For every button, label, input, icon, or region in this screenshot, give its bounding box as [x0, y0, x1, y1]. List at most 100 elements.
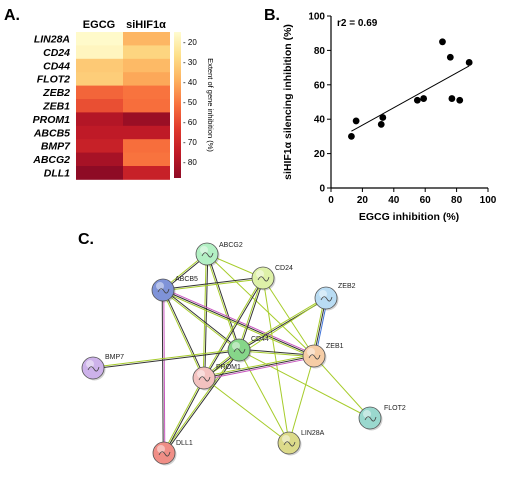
y-tick-label: 20: [314, 149, 326, 160]
node-label: ABCG2: [219, 242, 243, 249]
protein-structure-icon: [283, 441, 296, 447]
network-edge: [93, 350, 240, 370]
y-tick-label: 60: [314, 80, 326, 91]
network-edge: [163, 289, 206, 378]
network-edge: [238, 349, 290, 444]
y-tick-label: 100: [308, 12, 325, 23]
heatmap-cell: [76, 99, 123, 113]
protein-structure-icon: [158, 451, 171, 457]
node-label: BMP7: [105, 354, 124, 361]
heatmap-row-label: LIN28A: [34, 33, 70, 45]
scatter-point: [348, 133, 355, 140]
network-node[interactable]: CD24: [251, 265, 293, 291]
heatmap-row-label: ABCG2: [32, 154, 70, 166]
network-edge: [203, 297, 327, 379]
node-highlight: [307, 348, 315, 356]
network-node[interactable]: ABCG2: [195, 242, 243, 267]
y-ticks: 0 20 40 60 80 100: [308, 12, 331, 195]
network-edge: [204, 357, 315, 381]
node-label: ZEB2: [338, 283, 356, 290]
colorbar-tick-label: - 50: [183, 98, 197, 107]
protein-structure-icon: [198, 376, 211, 382]
scatter-point: [352, 117, 360, 125]
x-axis-label: EGCG inhibition (%): [359, 211, 459, 223]
x-tick-label: 100: [480, 195, 497, 206]
heatmap-cell: [76, 72, 123, 86]
protein-structure-icon: [308, 354, 321, 360]
node-highlight: [157, 445, 165, 453]
scatter-point: [379, 114, 387, 121]
node-label: ZEB1: [326, 343, 344, 350]
network-edge: [204, 278, 265, 379]
x-tick-label: 60: [420, 195, 432, 206]
network-node[interactable]: CD44: [227, 336, 269, 363]
node-highlight: [156, 282, 164, 290]
colorbar-title: Extent of gene inhibition (%): [206, 58, 215, 152]
node-label: DLL1: [176, 440, 193, 447]
network-node[interactable]: LIN28A: [277, 430, 325, 456]
network-edge: [162, 377, 204, 453]
heatmap-row-label: DLL1: [44, 167, 70, 179]
network-edge: [163, 289, 166, 453]
network-node[interactable]: BMP7: [81, 354, 124, 381]
node-label: CD24: [275, 265, 293, 272]
node-highlight: [232, 342, 240, 350]
network-edge: [162, 276, 263, 290]
colorbar-tick-label: - 40: [183, 78, 197, 87]
network-node[interactable]: DLL1: [152, 440, 193, 466]
network-node[interactable]: FLOT2: [358, 405, 406, 431]
node-highlight: [282, 435, 290, 443]
heatmap-cell: [76, 58, 123, 73]
network-edge: [204, 254, 209, 379]
heatmap-cell: [123, 125, 170, 140]
heatmap-cell: [123, 112, 170, 127]
network-node[interactable]: ABCB5: [151, 276, 198, 303]
network-edge: [202, 253, 207, 378]
heatmap-cell: [76, 139, 123, 153]
y-axis-label: siHIF1α silencing inhibition (%): [282, 24, 294, 180]
x-tick-label: 20: [357, 195, 369, 206]
protein-structure-icon: [257, 276, 270, 282]
heatmap-cell: [123, 99, 170, 113]
protein-structure-icon: [87, 366, 100, 372]
scatter-plot: 0 20 40 60 80 100 0 20 40 60 80 100 r2 = 0.69 EGCG…: [282, 12, 497, 224]
network-edge: [203, 353, 314, 377]
scatter-annotation: r2 = 0.69: [337, 18, 378, 29]
y-tick-label: 40: [314, 115, 326, 126]
network-edge: [164, 378, 206, 454]
heatmap-row-label: CD44: [43, 60, 70, 72]
scatter-points: [348, 38, 473, 140]
heatmap-row-label: FLOT2: [37, 74, 70, 86]
scatter-point: [413, 96, 421, 104]
panel-label-a: A.: [4, 7, 20, 24]
heatmap-cell: [123, 58, 170, 73]
network-node[interactable]: ZEB1: [302, 343, 344, 369]
heatmap-cell: [123, 166, 170, 180]
heatmap-cell: [76, 152, 123, 167]
colorbar-tick-label: - 20: [183, 38, 197, 47]
heatmap-column-sihif1a: siHIF1α: [126, 19, 166, 31]
heatmap-cell: [123, 152, 170, 167]
interaction-network: ABCG2 ABCB5 CD24 ZEB2 CD44 ZEB1 BMP7 PROM1 FLOT2…: [81, 242, 406, 466]
network-nodes: ABCG2 ABCB5 CD24 ZEB2 CD44 ZEB1 BMP7 PROM1 FLOT2…: [81, 242, 406, 466]
network-node[interactable]: ZEB2: [314, 283, 356, 311]
network-edges: [92, 252, 371, 454]
network-node[interactable]: PROM1: [192, 364, 241, 391]
protein-structure-icon: [157, 288, 170, 294]
node-label: LIN28A: [301, 430, 325, 437]
node-label: PROM1: [216, 364, 241, 371]
network-edge: [239, 348, 315, 356]
x-ticks: 0 20 40 60 80 100: [328, 188, 497, 206]
network-edge: [238, 349, 371, 419]
y-tick-label: 0: [319, 184, 325, 195]
heatmap-column-egcg: EGCG: [83, 19, 115, 31]
heatmap-row-label: PROM1: [33, 114, 71, 126]
network-edge: [203, 355, 315, 379]
heatmap-cell: [76, 85, 123, 100]
network-edge: [161, 290, 204, 379]
node-highlight: [200, 246, 208, 254]
network-edge: [207, 253, 241, 350]
